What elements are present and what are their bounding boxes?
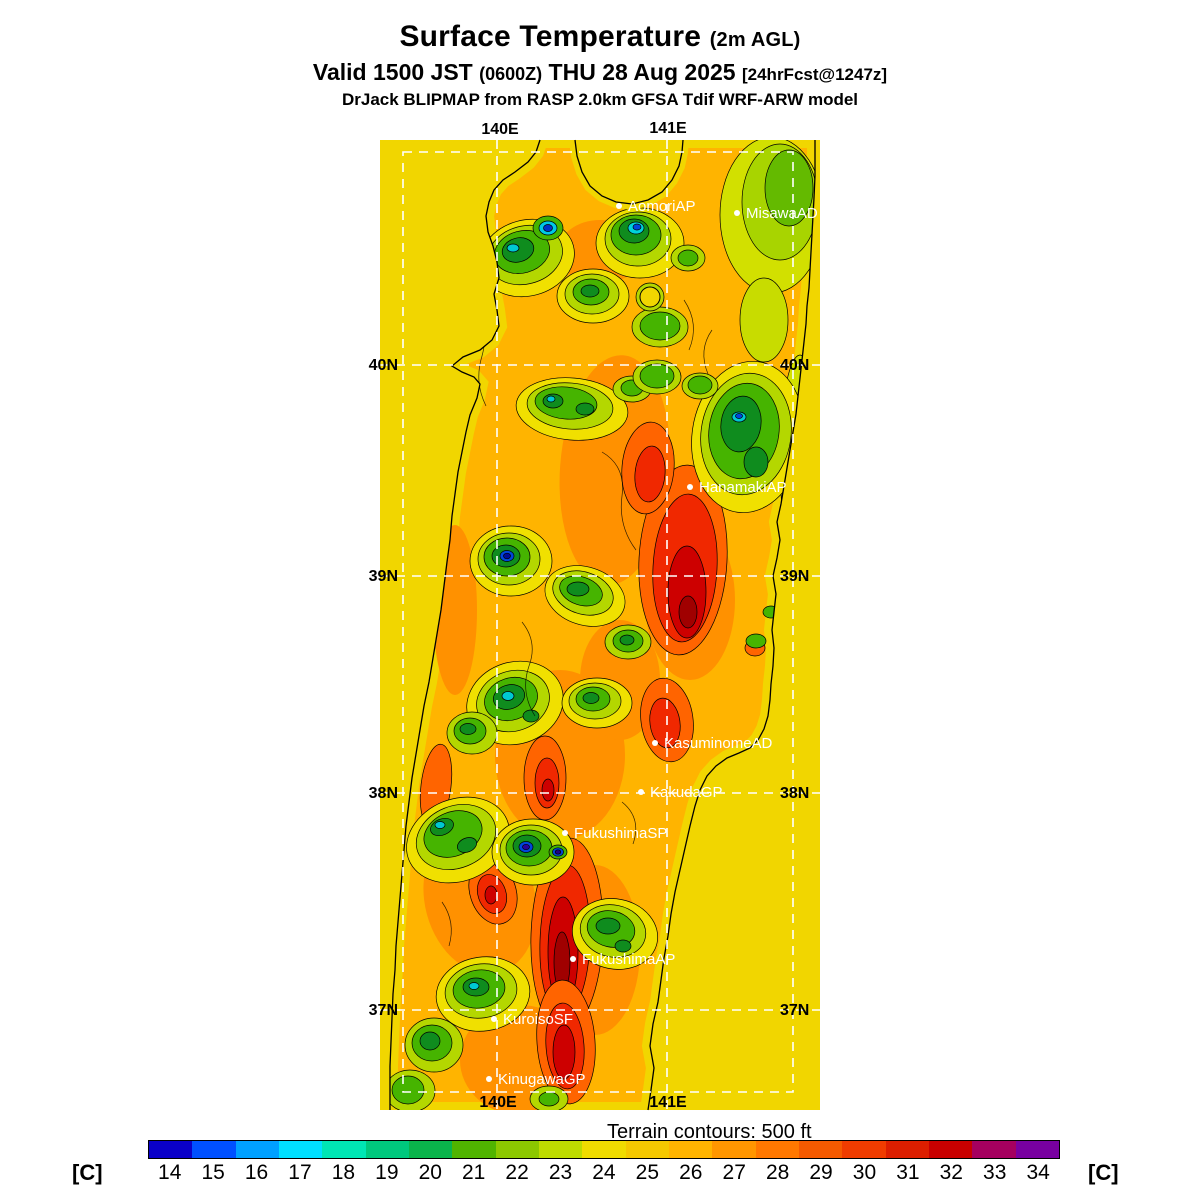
colorbar-cell: [408, 1141, 453, 1158]
cold-mountain-regions: [390, 207, 805, 1110]
coastline: [389, 139, 816, 1111]
colorbar-tick-label: 23: [548, 1161, 573, 1184]
title-line: Surface Temperature (2m AGL): [0, 20, 1200, 54]
colorbar-tick-label: 34: [1026, 1161, 1050, 1184]
station-dot: [616, 203, 622, 209]
station-label: KasuminomeAD: [664, 735, 773, 752]
colorbar-tick-label: 29: [809, 1161, 833, 1184]
station-dot: [638, 789, 644, 795]
colorbar-cell: [712, 1141, 756, 1158]
colorbar-cell: [928, 1141, 973, 1158]
lat-label-right-38n: 38N: [780, 785, 809, 802]
station-label: KinugawaGP: [498, 1071, 586, 1088]
colorbar-cell: [365, 1141, 409, 1158]
colorbar-cell: [495, 1141, 539, 1158]
station-label: KuroisoSF: [503, 1011, 573, 1028]
station-label: FukushimaAP: [582, 951, 675, 968]
forecast-tag: [24hrFcst@1247z]: [741, 65, 888, 84]
mutsu-bay: [575, 140, 683, 204]
colorbar-cell: [192, 1141, 236, 1158]
valid-time-line: Valid 1500 JST (0600Z) THU 28 Aug 2025 […: [0, 59, 1200, 86]
colorbar-cell: [149, 1141, 193, 1158]
valid-date: THU 28 Aug 2025: [548, 59, 736, 85]
station-dot: [562, 830, 568, 836]
colorbar-tick-label: 32: [939, 1161, 963, 1184]
colorbar-tick-label: 26: [679, 1161, 703, 1184]
colorbar-tick-label: 14: [158, 1161, 182, 1184]
colorbar-tick-label: 17: [288, 1161, 312, 1184]
colorbar-cell: [322, 1141, 366, 1158]
colorbar-unit-left: [C]: [72, 1160, 103, 1185]
colorbar-tick-label: 24: [592, 1161, 616, 1184]
colorbar-cell: [755, 1141, 799, 1158]
colorbar-cell: [582, 1141, 626, 1158]
colorbar-unit-right: [C]: [1088, 1160, 1119, 1185]
colorbar-tick-label: 28: [765, 1161, 790, 1184]
station-dot: [652, 740, 658, 746]
colorbar-cell: [972, 1141, 1016, 1158]
lon-label-bottom-141e: 141E: [649, 1094, 687, 1111]
lat-label-left-38n: 38N: [369, 785, 398, 802]
temperature-map: 140E 141E 140E 141E 40N 39N 38N 37N 40N …: [369, 120, 820, 1111]
lon-label-top-141e: 141E: [649, 120, 687, 137]
lat-label-right-39n: 39N: [780, 568, 809, 585]
terrain-contours-note: Terrain contours: 500 ft: [607, 1121, 812, 1143]
colorbar-cell: [842, 1141, 886, 1158]
lat-label-left-39n: 39N: [369, 568, 398, 585]
colorbar-cell: [452, 1141, 496, 1158]
station-dot: [570, 956, 576, 962]
station-markers: AomoriAP MisawaAD HanamakiAP KasuminomeA…: [486, 198, 818, 1088]
model-line: DrJack BLIPMAP from RASP 2.0km GFSA Tdif…: [341, 90, 859, 109]
colorbar-tick-label: 18: [331, 1161, 356, 1184]
colorbar-tick-label: 19: [375, 1161, 399, 1184]
station-dot: [486, 1076, 492, 1082]
colorbar-cell: [668, 1141, 713, 1158]
colorbar-cell: [538, 1141, 583, 1158]
colorbar-cell: [1015, 1141, 1059, 1158]
colorbar-cells: [148, 1140, 1060, 1159]
lon-label-top-140e: 140E: [481, 121, 519, 138]
valid-prefix: Valid 1500 JST: [312, 59, 473, 85]
colorbar-cell: [885, 1141, 929, 1158]
station-label: MisawaAD: [746, 205, 818, 222]
colorbar-cell: [278, 1141, 323, 1158]
colorbar-tick-label: 16: [244, 1161, 269, 1184]
graticule-labels: 140E 141E 140E 141E 40N 39N 38N 37N 40N …: [369, 120, 810, 1111]
lon-label-bottom-140e: 140E: [479, 1094, 517, 1111]
colorbar-tick-label: 21: [461, 1161, 486, 1184]
colorbar-tick-label: 20: [418, 1161, 442, 1184]
lat-label-right-37n: 37N: [780, 1002, 809, 1019]
station-label: HanamakiAP: [699, 479, 787, 496]
valid-zulu: (0600Z): [479, 64, 543, 84]
lat-label-right-40n: 40N: [780, 357, 809, 374]
colorbar-tick-label: 31: [896, 1161, 920, 1184]
colorbar-labels: 14 15 16 17 18 19 20 21 22 23 24 25 26 27 28 29 30 31 32 33…: [148, 1161, 1060, 1185]
header: Surface Temperature (2m AGL) Valid 1500 …: [0, 20, 1200, 110]
lake-towada: [635, 282, 665, 312]
station-label: FukushimaSP: [574, 825, 667, 842]
graticule: [380, 140, 820, 1110]
colorbar-cell: [235, 1141, 279, 1158]
colorbar-tick-label: 22: [505, 1161, 529, 1184]
colorbar-tick-label: 33: [983, 1161, 1007, 1184]
colorbar-tick-label: 25: [635, 1161, 660, 1184]
page-title: Surface Temperature: [399, 20, 702, 53]
station-dot: [687, 484, 693, 490]
station-label: KakudaGP: [650, 784, 723, 801]
lat-label-left-37n: 37N: [369, 1002, 398, 1019]
station-dot: [491, 1016, 497, 1022]
title-suffix: (2m AGL): [709, 29, 801, 51]
colorbar-cell: [798, 1141, 843, 1158]
station-dot: [734, 210, 740, 216]
colorbar-tick-label: 27: [722, 1161, 746, 1184]
lat-label-left-40n: 40N: [369, 357, 398, 374]
colorbar-tick-label: 30: [852, 1161, 877, 1184]
colorbar-cell: [625, 1141, 669, 1158]
station-label: AomoriAP: [628, 198, 696, 215]
colorbar-tick-label: 15: [201, 1161, 225, 1184]
